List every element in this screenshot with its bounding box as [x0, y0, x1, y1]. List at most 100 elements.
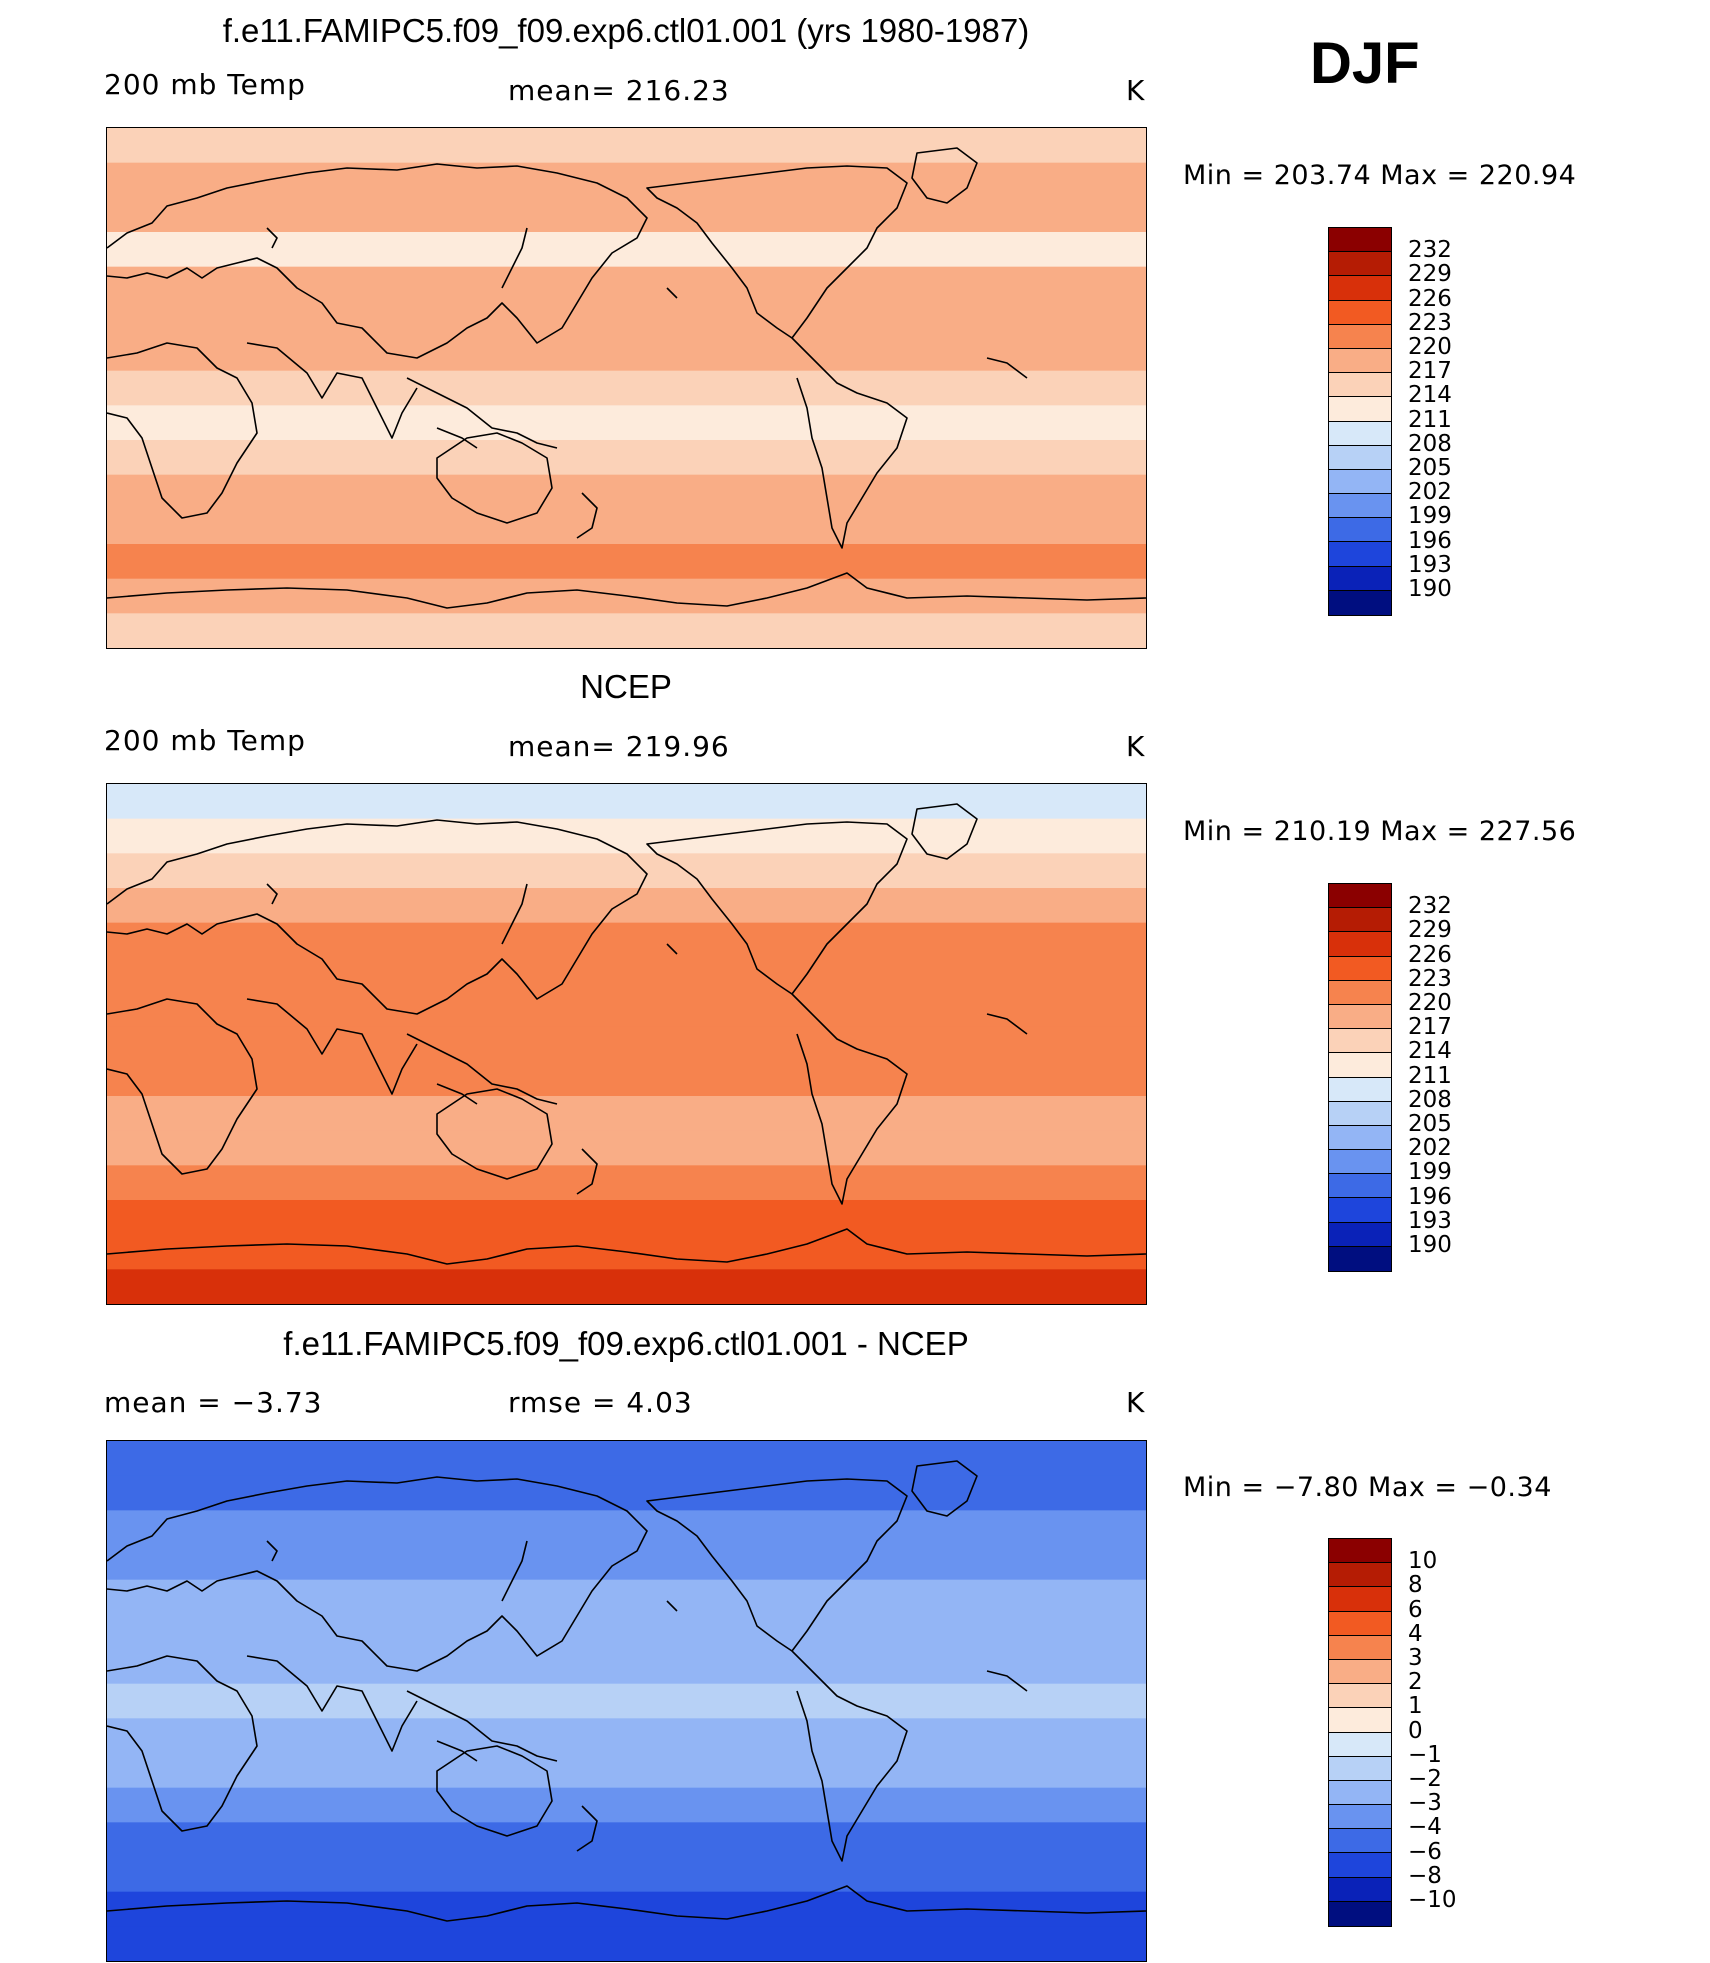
- panel1-field-band: [107, 232, 1146, 268]
- panel2-variable-label: 200 mb Temp: [104, 724, 306, 757]
- panel2-colorbar-segment: [1329, 1053, 1391, 1078]
- panel2-colorbar-tick-label: 199: [1408, 1159, 1452, 1186]
- panel3-colorbar-tick-label: 0: [1408, 1717, 1423, 1744]
- panel3-colorbar-segment: [1329, 1635, 1391, 1660]
- panel3-colorbar: [1328, 1538, 1392, 1927]
- panel1-colorbar-segment: [1329, 276, 1391, 301]
- panel2-field-band: [107, 957, 1146, 993]
- panel1-colorbar-tick-label: 232: [1408, 237, 1452, 264]
- panel2-field-band: [107, 922, 1146, 959]
- panel3-colorbar-segment: [1329, 1853, 1391, 1878]
- panel1-colorbar-tick-label: 193: [1408, 551, 1452, 578]
- panel1-field-band: [107, 440, 1146, 476]
- panel1-field-band: [107, 405, 1146, 441]
- panel2-minmax-label: Min = 210.19 Max = 227.56: [1183, 816, 1577, 847]
- panel2-field-band: [107, 1096, 1146, 1132]
- panel2-field-band: [107, 1130, 1146, 1167]
- panel3-colorbar-segment: [1329, 1780, 1391, 1806]
- panel3-field-band: [107, 1545, 1146, 1581]
- panel2-field-band: [107, 1269, 1146, 1304]
- panel3-field-band: [107, 1718, 1146, 1754]
- panel3-field-band: [107, 1579, 1146, 1616]
- panel2-field-band: [107, 1061, 1146, 1097]
- panel3-colorbar-tick-label: −8: [1408, 1862, 1442, 1889]
- panel2-field-band: [107, 888, 1146, 924]
- panel1-colorbar-tick-label: 205: [1408, 455, 1452, 481]
- panel1-field-band: [107, 613, 1146, 648]
- panel3-minmax-label: Min = −7.80 Max = −0.34: [1183, 1472, 1552, 1503]
- panel1-field-band: [107, 474, 1146, 511]
- panel3-colorbar-tick-label: 6: [1408, 1596, 1423, 1623]
- panel3-colorbar-tick-label: −3: [1408, 1790, 1442, 1817]
- panel2-colorbar-tick-label: 211: [1408, 1062, 1452, 1089]
- panel3-colorbar-segment: [1329, 1539, 1391, 1564]
- panel3-colorbar-segment: [1329, 1756, 1391, 1781]
- panel2-colorbar-segment: [1329, 1222, 1391, 1247]
- panel1-colorbar-tick-label: 220: [1408, 334, 1452, 360]
- panel2-colorbar-segment: [1329, 1101, 1391, 1126]
- panel2-field-band: [107, 1026, 1146, 1063]
- panel1-map-svg: [107, 128, 1146, 648]
- panel1-minmax-label: Min = 203.74 Max = 220.94: [1183, 160, 1577, 191]
- panel2-map: [106, 783, 1147, 1305]
- panel2-colorbar-tick-label: 193: [1408, 1207, 1452, 1234]
- panel2-colorbar: [1328, 883, 1392, 1272]
- panel2-colorbar-tick-label: 229: [1408, 917, 1452, 944]
- panel3-field-band: [107, 1787, 1146, 1824]
- panel3-field-band: [107, 1614, 1146, 1650]
- panel2-mean-label: mean= 219.96: [508, 730, 730, 763]
- panel3-colorbar-segment: [1329, 1732, 1391, 1757]
- panel2-bands: [107, 784, 1146, 1304]
- panel2-colorbar-segment: [1329, 980, 1391, 1005]
- panel2-colorbar-tick-label: 208: [1408, 1086, 1452, 1113]
- panel1-colorbar-tick-label: 202: [1408, 479, 1452, 506]
- panel2-colorbar-segment: [1329, 1246, 1391, 1271]
- panel2-colorbar-tick-label: 202: [1408, 1135, 1452, 1162]
- panel2-colorbar-tick-label: 232: [1408, 893, 1452, 920]
- panel1-field-band: [107, 301, 1146, 337]
- panel1-colorbar-segment: [1329, 252, 1391, 277]
- panel3-colorbar-segment: [1329, 1805, 1391, 1830]
- panel2-colorbar-segment: [1329, 1004, 1391, 1030]
- panel3-colorbar-segment: [1329, 1587, 1391, 1612]
- panel1-field-band: [107, 509, 1146, 545]
- panel1-colorbar-tick-label: 214: [1408, 382, 1452, 409]
- panel3-colorbar-segment: [1329, 1611, 1391, 1636]
- panel1-mean-label: mean= 216.23: [508, 74, 730, 107]
- panel3-colorbar-segment: [1329, 1563, 1391, 1588]
- panel3-rmse-label: rmse = 4.03: [508, 1386, 693, 1419]
- panel2-colorbar-tick-label: 214: [1408, 1038, 1452, 1065]
- panel2-map-svg: [107, 784, 1146, 1304]
- panel1-colorbar-segment: [1329, 566, 1391, 591]
- panel1-field-band: [107, 128, 1146, 164]
- panel3-colorbar-segment: [1329, 1829, 1391, 1854]
- panel3-colorbar-tick-label: 2: [1408, 1669, 1423, 1696]
- panel2-colorbar-segment: [1329, 1150, 1391, 1175]
- panel2-colorbar-segment: [1329, 908, 1391, 933]
- panel2-title: NCEP: [580, 668, 672, 705]
- panel1-colorbar-tick-label: 229: [1408, 261, 1452, 288]
- panel2-colorbar-tick-label: 205: [1408, 1111, 1452, 1137]
- panel1-colorbar-segment: [1329, 494, 1391, 519]
- panel2-colorbar-segment: [1329, 884, 1391, 909]
- panel3-colorbar-segment: [1329, 1708, 1391, 1733]
- panel3-colorbar-tick-label: −1: [1408, 1741, 1442, 1768]
- panel2-field-band: [107, 784, 1146, 820]
- panel1-colorbar-segment: [1329, 421, 1391, 446]
- panel3-colorbar-segment: [1329, 1684, 1391, 1709]
- panel3-bands: [107, 1441, 1146, 1961]
- panel1-field-band: [107, 266, 1146, 303]
- panel1-colorbar-tick-label: 217: [1408, 358, 1452, 385]
- panel1-bands: [107, 128, 1146, 648]
- panel2-field-band: [107, 853, 1146, 889]
- panel3-unit-label: K: [1126, 1386, 1146, 1419]
- panel1-colorbar-segment: [1329, 373, 1391, 398]
- panel1-colorbar-segment: [1329, 300, 1391, 325]
- panel1-field-band: [107, 544, 1146, 580]
- panel1-colorbar-segment: [1329, 518, 1391, 543]
- panel3-colorbar-tick-label: −2: [1408, 1766, 1442, 1792]
- panel1-colorbar-segment: [1329, 445, 1391, 470]
- panel3-field-band: [107, 1649, 1146, 1685]
- panel3-colorbar-tick-label: 1: [1408, 1693, 1423, 1720]
- panel2-colorbar-segment: [1329, 1077, 1391, 1102]
